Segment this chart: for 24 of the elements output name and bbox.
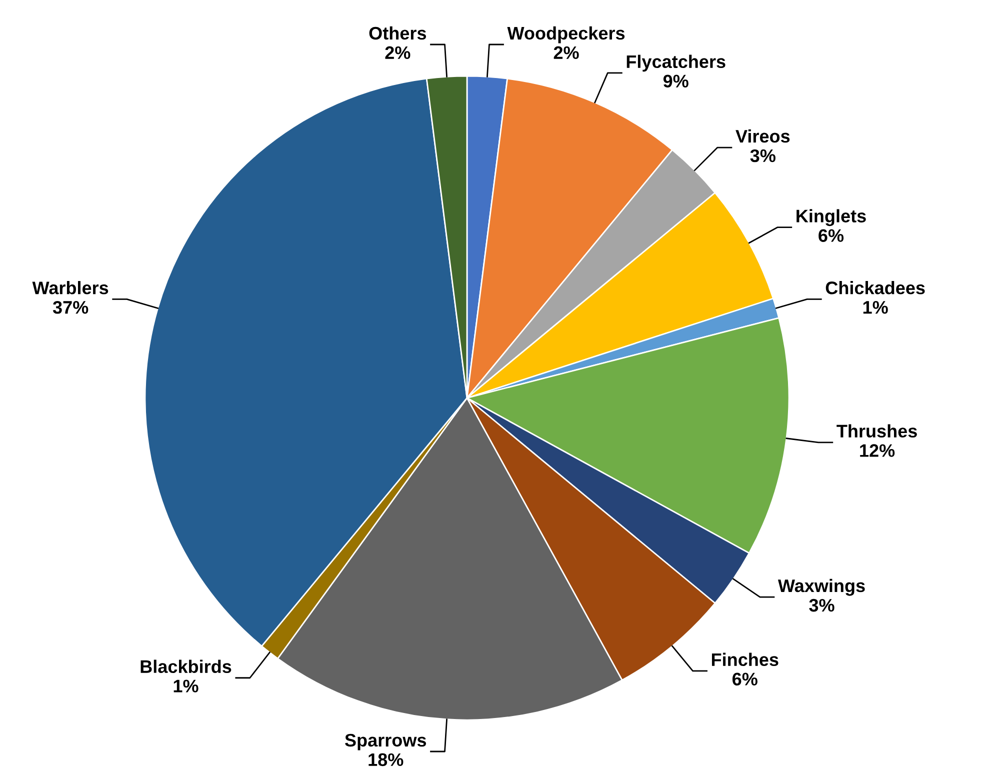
slice-label: Warblers xyxy=(32,281,108,294)
data-label: 9% xyxy=(663,74,688,88)
slice-label: Blackbirds xyxy=(140,660,232,673)
slice-label: Kinglets xyxy=(796,209,866,226)
data-label: 3% xyxy=(809,598,834,612)
data-label: 2% xyxy=(385,46,410,60)
slice-label: Thrushes xyxy=(836,424,917,438)
slice-label: Waxwings xyxy=(778,578,865,596)
slice-label: Others xyxy=(369,26,426,40)
data-label: 18% xyxy=(368,753,404,766)
data-label: 12% xyxy=(860,444,895,457)
data-label: 6% xyxy=(818,229,844,242)
slice-label: Woodpeckers xyxy=(507,26,625,44)
data-label: 2% xyxy=(554,46,579,60)
data-label: 6% xyxy=(732,672,758,686)
slice-label: Flycatchers xyxy=(626,54,726,72)
slice-label: Chickadees xyxy=(826,281,925,294)
slice-label: Vireos xyxy=(736,129,790,143)
data-label: 1% xyxy=(174,680,198,692)
data-label: 1% xyxy=(863,301,888,314)
data-label: 3% xyxy=(750,149,776,162)
data-label: 37% xyxy=(52,300,88,314)
slice-label: Sparrows xyxy=(345,734,426,750)
slice-label: Finches xyxy=(712,652,778,666)
